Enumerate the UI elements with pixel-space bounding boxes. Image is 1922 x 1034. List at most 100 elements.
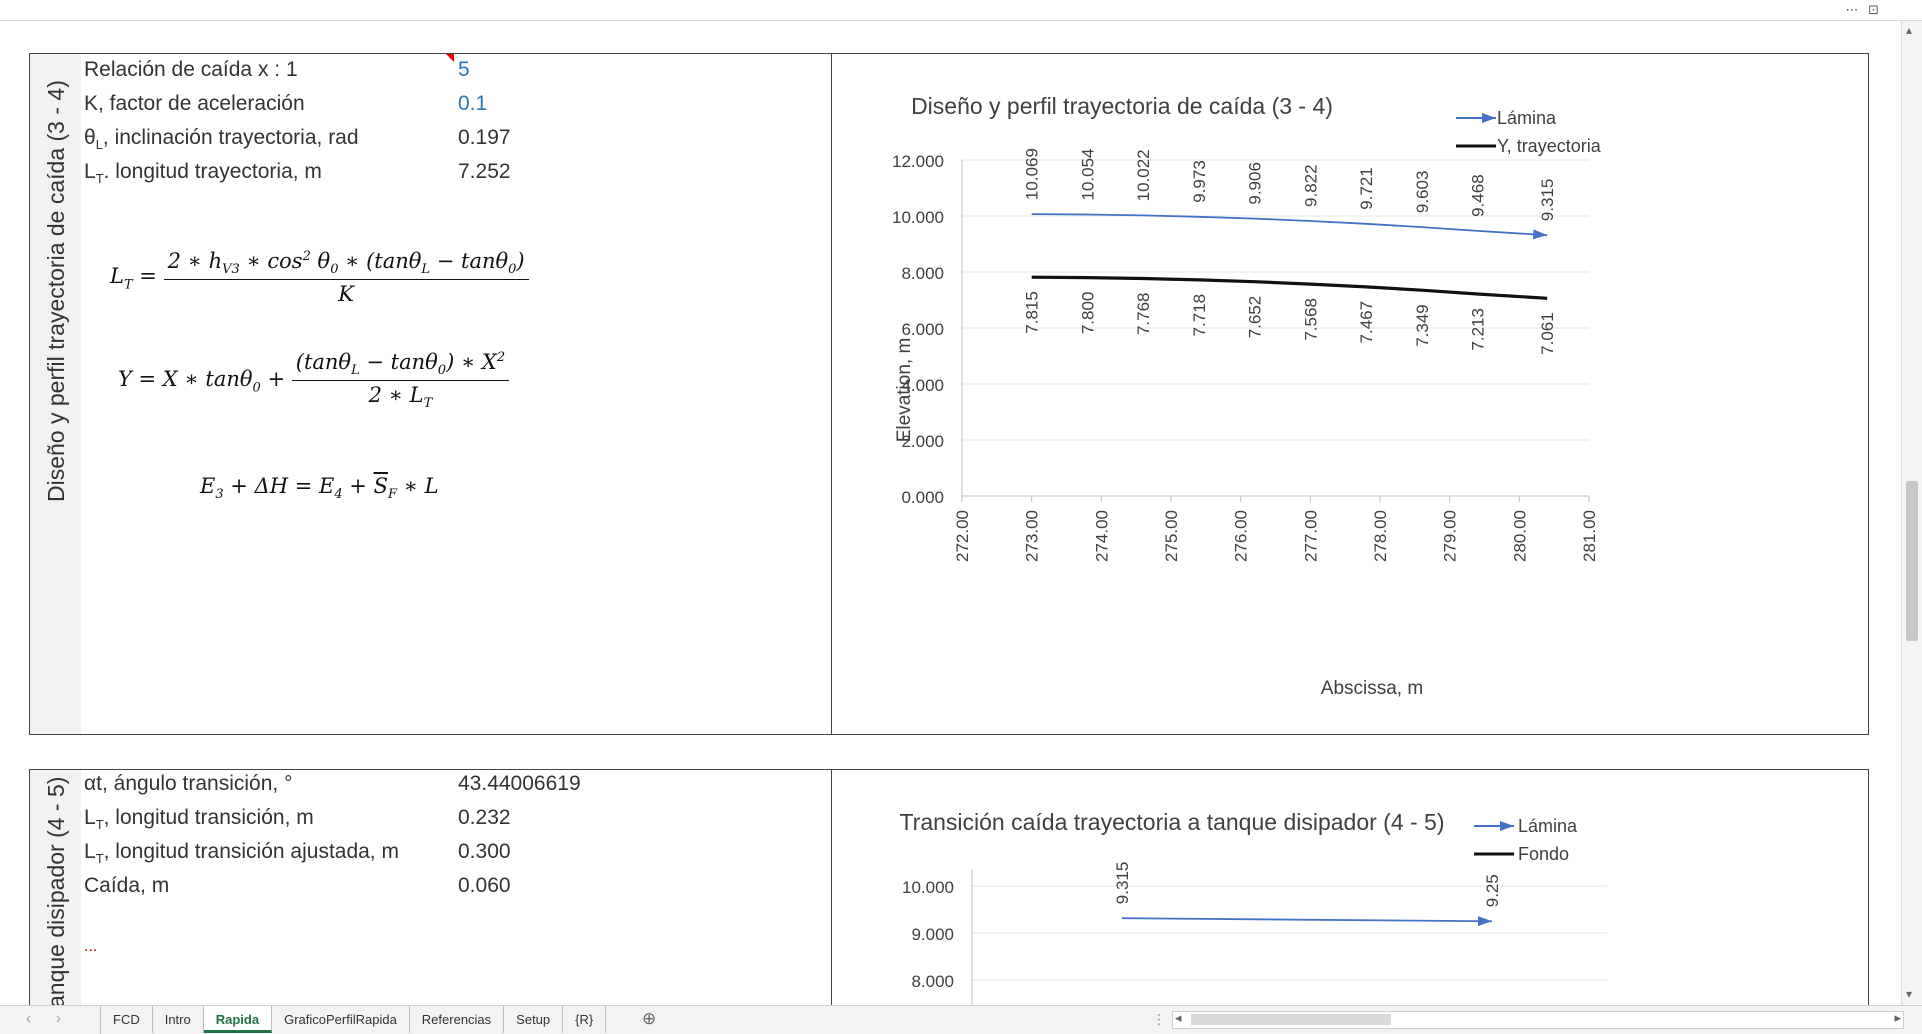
scroll-down-icon[interactable]: ▾ [1906,987,1913,1001]
chart1-legend-label: Lámina [1497,108,1557,128]
chart-trayectoria[interactable]: Diseño y perfil trayectoria de caída (3 … [832,54,1868,734]
param-value-alpha[interactable]: 43.44006619 [458,772,581,795]
param-value-caida[interactable]: 0.060 [458,874,511,897]
hscroll-right-icon[interactable]: ▸ [1894,1010,1901,1025]
section1-vertical-title: Diseño y perfil trayectoria de caída (3 … [43,80,69,502]
lt-trans-symbol: L [84,806,96,829]
chart1-y-axis-label: Elevation, m [894,338,915,443]
comment-indicator-icon[interactable] [446,54,454,62]
lamina-arrowhead [1532,229,1548,240]
hscroll-left-icon[interactable]: ◂ [1175,1010,1182,1025]
section2-divider [831,770,832,1005]
lamina-series-line [1031,213,1548,237]
section1-vertical-header: Diseño y perfil trayectoria de caída (3 … [30,54,81,734]
lamina-data-label: 9.603 [1413,171,1432,214]
worksheet-area: Diseño y perfil trayectoria de caída (3 … [0,21,1900,1005]
tab-fcd[interactable]: FCD [101,1006,153,1033]
trayectoria-data-label: 7.768 [1134,292,1153,335]
lt-trans-subscript: T [95,817,104,833]
tab-referencias[interactable]: Referencias [410,1006,505,1033]
param-label-lt-adj: LT, longitud transición ajustada, m [84,840,399,866]
vertical-scroll-thumb[interactable] [1906,481,1918,641]
vertical-scrollbar[interactable]: ▴ ▾ [1901,21,1922,1005]
chart1-title: Diseño y perfil trayectoria de caída (3 … [911,93,1333,119]
scroll-up-icon[interactable]: ▴ [1906,23,1913,37]
trayectoria-series-line [1031,275,1548,300]
chart2-lamina-line [1121,917,1493,923]
equation-y[interactable]: Y = X ∗ tanθ0 + (tanθL − tanθ0) ∗ X2 2 ∗ … [118,350,510,411]
lamina-data-label: 9.973 [1190,160,1209,203]
lt-subscript: T [95,171,104,187]
lt-label-text: . longitud trayectoria, m [103,160,322,183]
chart2-title: Transición caída trayectoria a tanque di… [899,809,1444,835]
window-options-icon[interactable]: ⋯ ⊡ [1845,2,1882,17]
horizontal-scroll-thumb[interactable] [1191,1014,1391,1025]
tab-setup[interactable]: Setup [504,1006,564,1033]
lt-adj-subscript: T [95,851,104,867]
theta-subscript: L [95,137,103,153]
trayectoria-data-label: 7.349 [1413,304,1432,347]
section2-vertical-title: anque disipador (4 - 5) [43,776,69,1005]
section2-panel: anque disipador (4 - 5) αt, ángulo trans… [29,769,1869,1005]
trayectoria-data-label: 7.652 [1246,296,1265,339]
trayectoria-data-label: 7.568 [1301,298,1320,341]
param-value-k[interactable]: 0.1 [458,92,488,115]
chart1-x-tick-label: 280.00 [1510,510,1529,562]
tab-scroll-prev-icon[interactable]: ‹ [26,1010,31,1027]
chart1-x-tick-label: 278.00 [1371,510,1390,562]
equation-lt[interactable]: LT = 2 ∗ hV3 ∗ cos2 θ0 ∗ (tanθL − tanθ0)… [110,249,529,306]
tab-graficoperfilrapida[interactable]: GraficoPerfilRapida [272,1006,410,1033]
param-label-k: K, factor de aceleración [84,92,305,115]
param-value-lt-adj[interactable]: 0.300 [458,840,511,863]
trayectoria-data-label: 7.467 [1357,301,1376,344]
chart2-y-tick-label: 9.000 [911,925,954,944]
chart2-legend-label: Lámina [1518,816,1578,836]
trayectoria-data-label: 7.718 [1190,294,1209,337]
chart2-series: 9.315 9.25 [1113,862,1502,927]
param-label-alpha: αt, ángulo transición, ° [84,772,293,795]
ellipsis-text: ... [84,938,98,955]
chart1-gridlines [962,159,1589,497]
chart1-x-tick-label: 279.00 [1441,510,1460,562]
equation-energy[interactable]: E3 + ΔH = E4 + SF ∗ L [200,474,439,503]
lt-trans-text: , longitud transición, m [103,806,314,829]
chart1-legend-label: Y, trayectoria [1497,136,1602,156]
tab-scroll-next-icon[interactable]: › [56,1010,61,1027]
top-bar: ⋯ ⊡ [0,0,1922,21]
chart1-x-tick-label: 277.00 [1301,510,1320,562]
param-label-lt-trans: LT, longitud transición, m [84,806,314,832]
chart1-legend: Lámina Y, trayectoria [1456,108,1602,156]
lamina-data-label: 9.822 [1301,164,1320,207]
chart-transicion[interactable]: Transición caída trayectoria a tanque di… [832,770,1868,1005]
param-label-lt: LT. longitud trayectoria, m [84,160,322,186]
param-value-lt[interactable]: 7.252 [458,160,511,183]
chart1-x-tick-label: 281.00 [1580,510,1599,562]
chart1-legend-arrow-icon [1482,113,1496,123]
chart2-lamina-data-label: 9.25 [1483,874,1502,907]
param-value-theta[interactable]: 0.197 [458,126,511,149]
tab-intro[interactable]: Intro [153,1006,204,1033]
chart1-x-tick-label: 272.00 [953,510,972,562]
tab-r[interactable]: {R} [563,1006,607,1033]
section1-divider [831,54,832,734]
chart2-y-tick-label: 10.000 [902,878,954,897]
param-value-relacion[interactable]: 5 [458,58,470,81]
param-label-caida: Caída, m [84,874,170,897]
lt-symbol: L [84,160,96,183]
tab-rapida[interactable]: Rapida [203,1006,273,1033]
param-value-lt-trans[interactable]: 0.232 [458,806,511,829]
trayectoria-data-label: 7.800 [1078,292,1097,335]
horizontal-scrollbar[interactable]: ◂ ▸ [1172,1010,1904,1029]
lt-adj-text: , longitud transición ajustada, m [103,840,399,863]
chart2-lamina-arrowhead [1477,916,1492,927]
chart2-legend-label: Fondo [1518,844,1569,864]
chart2-lamina-data-label: 9.315 [1113,862,1132,905]
lamina-data-label: 10.022 [1134,149,1153,201]
lamina-data-label: 10.054 [1078,148,1097,200]
add-sheet-icon[interactable]: ⊕ [642,1009,657,1028]
sheet-tab-list: FCD Intro Rapida GraficoPerfilRapida Referen… [100,1006,607,1034]
split-handle-icon[interactable]: ⋮ [1152,1011,1166,1027]
chart1-x-tick-label: 274.00 [1092,510,1111,562]
lamina-data-label: 9.721 [1357,167,1376,210]
chart1-x-tick-label: 275.00 [1162,510,1181,562]
